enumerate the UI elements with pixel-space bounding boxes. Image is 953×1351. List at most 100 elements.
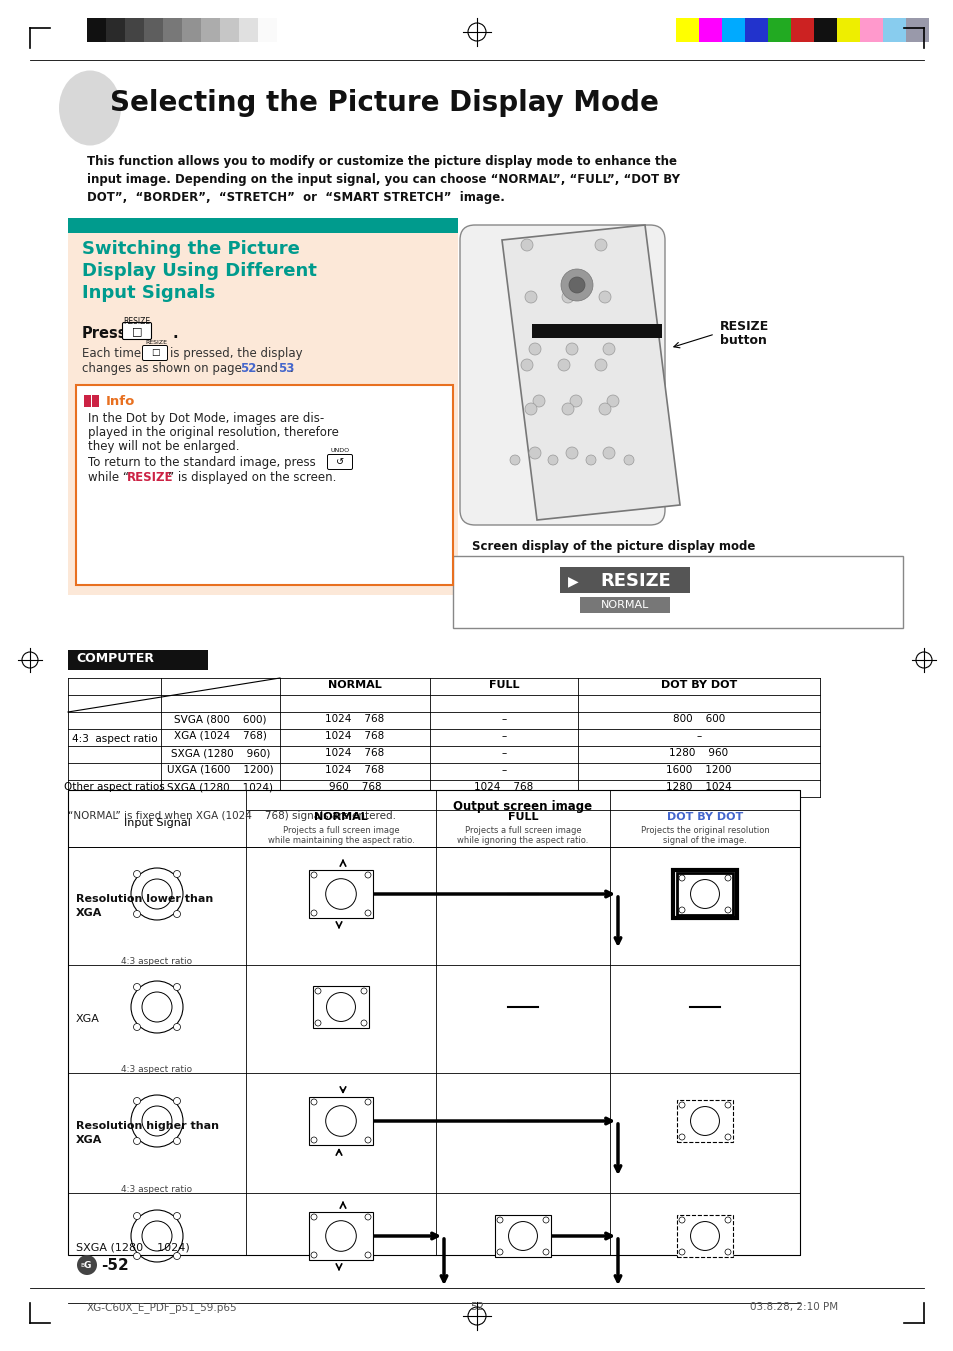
- Bar: [699, 18, 721, 42]
- Text: XGA: XGA: [76, 1135, 102, 1146]
- Text: .: .: [290, 362, 294, 376]
- Circle shape: [724, 1133, 730, 1140]
- Bar: [68, 650, 208, 670]
- Circle shape: [568, 277, 584, 293]
- Circle shape: [365, 1252, 371, 1258]
- Text: FULL: FULL: [507, 812, 537, 821]
- Text: UXGA (1600    1200): UXGA (1600 1200): [167, 765, 274, 775]
- Text: 1024    768: 1024 768: [325, 765, 384, 775]
- Text: Input Signal: Input Signal: [124, 817, 191, 828]
- Bar: [532, 324, 661, 338]
- Text: NORMAL: NORMAL: [314, 812, 368, 821]
- Text: 52: 52: [470, 1302, 483, 1312]
- Circle shape: [558, 359, 569, 372]
- Text: while maintaining the aspect ratio.: while maintaining the aspect ratio.: [268, 836, 414, 844]
- Text: NORMAL: NORMAL: [600, 600, 648, 611]
- Circle shape: [724, 907, 730, 913]
- Bar: [84, 394, 91, 407]
- Text: 4:3 aspect ratio: 4:3 aspect ratio: [121, 957, 193, 966]
- Text: ↺: ↺: [335, 457, 344, 467]
- FancyBboxPatch shape: [459, 226, 664, 526]
- Text: XGA: XGA: [76, 1015, 100, 1024]
- Text: 03.8.28, 2:10 PM: 03.8.28, 2:10 PM: [749, 1302, 838, 1312]
- Text: -52: -52: [101, 1258, 129, 1273]
- FancyBboxPatch shape: [142, 346, 168, 361]
- Circle shape: [497, 1250, 502, 1255]
- Text: 1280    1024: 1280 1024: [665, 782, 731, 792]
- Bar: [309, 870, 373, 917]
- Circle shape: [724, 1102, 730, 1108]
- Circle shape: [529, 343, 540, 355]
- Text: To return to the standard image, press: To return to the standard image, press: [88, 457, 315, 469]
- Circle shape: [133, 911, 140, 917]
- Text: while ignoring the aspect ratio.: while ignoring the aspect ratio.: [456, 836, 588, 844]
- Text: 1024    768: 1024 768: [325, 731, 384, 740]
- Bar: [76, 385, 453, 585]
- Bar: [676, 18, 699, 42]
- Text: Info: Info: [106, 394, 135, 408]
- Circle shape: [133, 1252, 140, 1259]
- Text: Input Signals: Input Signals: [82, 284, 215, 303]
- Circle shape: [547, 455, 558, 465]
- Bar: [87, 18, 106, 42]
- Circle shape: [173, 1097, 180, 1105]
- Text: Selecting the Picture Display Mode: Selecting the Picture Display Mode: [110, 89, 659, 118]
- Circle shape: [602, 447, 615, 459]
- Circle shape: [314, 988, 320, 994]
- Bar: [144, 18, 163, 42]
- Text: Other aspect ratios: Other aspect ratios: [64, 782, 165, 792]
- Text: □: □: [132, 326, 142, 336]
- Circle shape: [561, 403, 574, 415]
- Circle shape: [497, 1217, 502, 1223]
- Text: SXGA (1280    1024): SXGA (1280 1024): [76, 1243, 190, 1252]
- Circle shape: [510, 455, 519, 465]
- Circle shape: [679, 1102, 684, 1108]
- Circle shape: [561, 290, 574, 303]
- Circle shape: [133, 1097, 140, 1105]
- Circle shape: [623, 455, 634, 465]
- Circle shape: [365, 1215, 371, 1220]
- Text: 1024    768: 1024 768: [325, 713, 384, 724]
- Text: Resolution lower than: Resolution lower than: [76, 894, 213, 904]
- Ellipse shape: [59, 70, 121, 146]
- Circle shape: [311, 1098, 316, 1105]
- Circle shape: [724, 1250, 730, 1255]
- Bar: [495, 1215, 551, 1256]
- Circle shape: [365, 911, 371, 916]
- Circle shape: [311, 1215, 316, 1220]
- Circle shape: [542, 1217, 548, 1223]
- Text: XGA: XGA: [76, 908, 102, 917]
- Circle shape: [606, 394, 618, 407]
- Text: 52: 52: [240, 362, 256, 376]
- Circle shape: [560, 269, 593, 301]
- Circle shape: [542, 1250, 548, 1255]
- Text: 1280    960: 1280 960: [669, 748, 728, 758]
- Text: RESIZE: RESIZE: [599, 571, 670, 590]
- Text: –: –: [501, 713, 506, 724]
- Circle shape: [520, 359, 533, 372]
- Circle shape: [311, 1252, 316, 1258]
- Text: Switching the Picture: Switching the Picture: [82, 240, 299, 258]
- Text: changes as shown on page: changes as shown on page: [82, 362, 245, 376]
- Bar: [220, 18, 239, 42]
- Circle shape: [679, 875, 684, 881]
- Circle shape: [133, 870, 140, 878]
- Circle shape: [311, 871, 316, 878]
- Text: 4:3 aspect ratio: 4:3 aspect ratio: [121, 1185, 193, 1194]
- Circle shape: [595, 359, 606, 372]
- Circle shape: [173, 1252, 180, 1259]
- Circle shape: [529, 447, 540, 459]
- Text: Output screen image: Output screen image: [453, 800, 592, 813]
- Text: XG-C60X_E_PDF_p51_59.p65: XG-C60X_E_PDF_p51_59.p65: [87, 1302, 237, 1313]
- Circle shape: [679, 1250, 684, 1255]
- Text: G: G: [83, 1260, 91, 1270]
- Circle shape: [679, 907, 684, 913]
- Text: UNDO: UNDO: [330, 449, 349, 453]
- Text: DOT BY DOT: DOT BY DOT: [666, 812, 742, 821]
- Text: RESIZE: RESIZE: [720, 320, 768, 332]
- Text: □: □: [151, 349, 159, 358]
- Bar: [106, 18, 125, 42]
- Bar: [813, 18, 836, 42]
- Circle shape: [173, 1024, 180, 1031]
- Text: Screen display of the picture display mode: Screen display of the picture display mo…: [472, 540, 755, 553]
